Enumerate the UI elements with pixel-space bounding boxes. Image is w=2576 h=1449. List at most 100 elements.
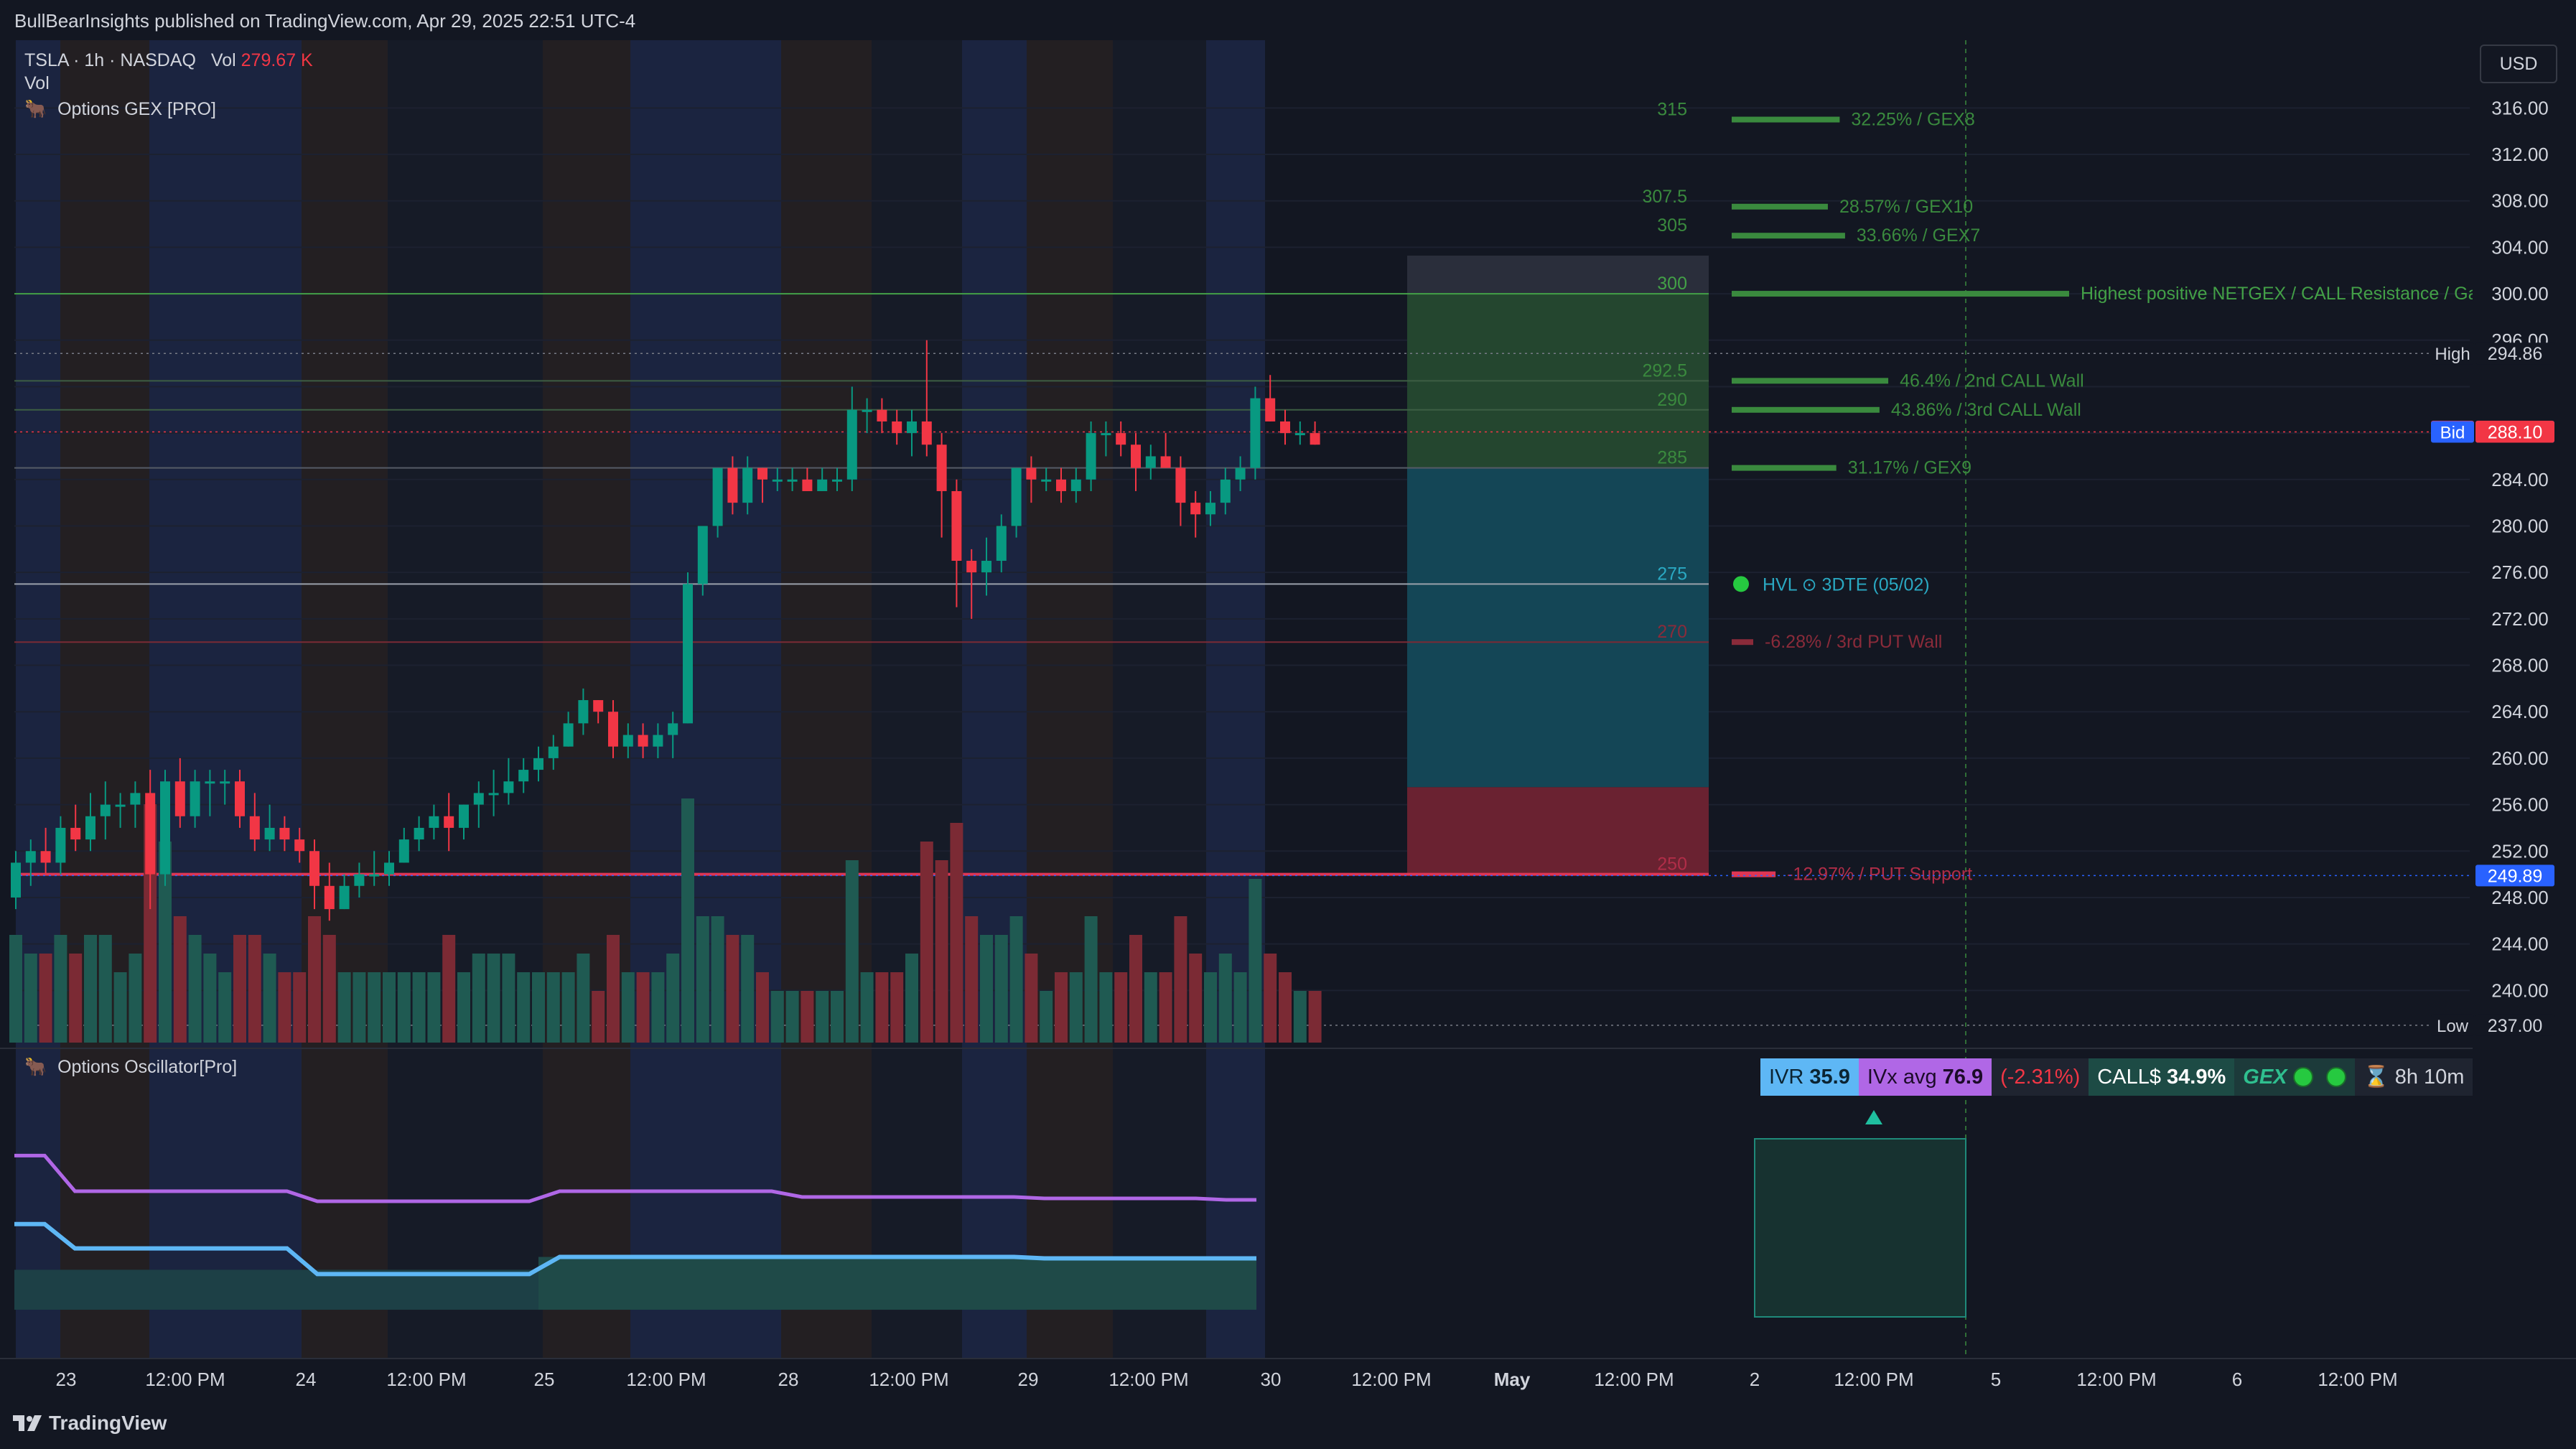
volume-bar [502, 954, 515, 1043]
candle-body [862, 409, 872, 412]
up-arrow-icon [1865, 1110, 1882, 1124]
price-tick-label: 244.00 [2491, 933, 2549, 955]
price-tag [2475, 865, 2554, 887]
tradingview-logo[interactable]: TradingView [13, 1412, 167, 1435]
candle-body [802, 479, 813, 491]
gex-strike-label: 300 [1657, 274, 1687, 294]
volume-bar [816, 991, 829, 1043]
candle-body [174, 781, 185, 816]
volume-bar [1069, 972, 1083, 1043]
time-tick-label: 12:00 PM [2076, 1369, 2156, 1390]
volume-bar [1009, 916, 1023, 1043]
volume-bar [472, 954, 485, 1043]
gex-bar [1732, 233, 1845, 239]
osc-area [538, 1257, 1256, 1310]
volume-bar [546, 972, 560, 1043]
ivr-value: 35.9 [1809, 1065, 1850, 1089]
volume-bar [532, 972, 545, 1043]
candle-body [832, 479, 842, 482]
vol-value: 279.67 K [241, 50, 313, 70]
volume-bar [980, 935, 993, 1043]
gex-level-label: 43.86% / 3rd CALL Wall [1891, 400, 2081, 420]
time-tick-label: 5 [1991, 1369, 2001, 1390]
session-band [1113, 40, 1206, 1359]
candle-body [473, 793, 484, 805]
session-band [630, 40, 721, 1359]
candle-body [921, 421, 932, 445]
gex-level-label: 46.4% / 2nd CALL Wall [1900, 371, 2084, 391]
price-tick-label: 248.00 [2491, 887, 2549, 908]
candle-body [1086, 433, 1096, 480]
candle-body [85, 816, 95, 840]
candle-body [384, 862, 394, 875]
time-tick-label: 12:00 PM [386, 1369, 466, 1390]
volume-bar [129, 954, 142, 1043]
candle-body [264, 827, 275, 840]
candle-body [608, 712, 618, 747]
volume-bar [994, 935, 1008, 1043]
price-tick-label: 268.00 [2491, 655, 2549, 676]
gex-indicator-legend[interactable]: 🐂 Options GEX [PRO] [24, 99, 216, 120]
candle-body [846, 409, 857, 480]
candle-body [398, 839, 409, 863]
time-tick-label: 12:00 PM [1351, 1369, 1431, 1390]
gex-strike-label: 305 [1657, 215, 1687, 236]
volume-bar [98, 935, 112, 1043]
session-band [16, 40, 60, 1359]
candle-body [951, 490, 962, 561]
price-tag-label-bg [2431, 421, 2474, 443]
oscillator-legend[interactable]: 🐂 Options Oscillator[Pro] [24, 1057, 237, 1078]
candle-body [503, 781, 514, 793]
session-band [1206, 40, 1265, 1359]
gex-strike-label: 270 [1657, 622, 1687, 642]
candle-body [145, 793, 156, 875]
vol-label: Vol [210, 50, 236, 70]
candle-body [877, 409, 887, 421]
candle-body [1041, 479, 1052, 482]
candle-body [459, 804, 469, 828]
ivx-label: IVx avg [1867, 1065, 1937, 1089]
vol-legend[interactable]: Vol [24, 73, 50, 94]
volume-bar [353, 972, 366, 1043]
session-band [149, 40, 243, 1359]
price-tick-label: 316.00 [2491, 97, 2549, 118]
price-tick-label: 264.00 [2491, 701, 2549, 722]
volume-bar [397, 972, 411, 1043]
time-tick-label: 29 [1018, 1369, 1039, 1390]
brand-name: TradingView [49, 1412, 167, 1434]
axes: 316.00312.00308.00304.00300.00296.00284.… [0, 40, 2576, 1390]
candle-body [1190, 503, 1201, 515]
volume-bar [1114, 972, 1128, 1043]
time-tick-label: 12:00 PM [626, 1369, 706, 1390]
gex-level-label: 32.25% / GEX8 [1851, 110, 1974, 130]
price-tag-label-bg [2431, 1014, 2474, 1036]
symbol-legend[interactable]: TSLA · 1h · NASDAQ Vol 279.67 K [24, 50, 313, 71]
volume-bar [831, 991, 844, 1043]
candle-body [1056, 479, 1066, 491]
volume-bar [368, 972, 381, 1043]
price-tag [2475, 421, 2554, 443]
volume-bar [935, 860, 948, 1043]
gex-cell: GEX [2234, 1058, 2355, 1096]
candle-body [563, 723, 574, 747]
candle-body [1235, 467, 1246, 480]
price-tag-label: Low [2437, 1017, 2469, 1036]
price-tick-label: 276.00 [2491, 562, 2549, 583]
currency-button[interactable]: USD [2480, 45, 2557, 83]
volume-bar [711, 916, 724, 1043]
candle-body [1101, 433, 1111, 436]
volume-bar [278, 972, 291, 1043]
candle-body [55, 827, 66, 863]
candle-body [1280, 421, 1290, 434]
volume-bar [218, 972, 232, 1043]
volume-bar [801, 991, 814, 1043]
candle-body [1116, 433, 1126, 445]
volume-bar [39, 954, 52, 1043]
candle-body [1145, 456, 1156, 468]
publish-text: BullBearInsights published on TradingVie… [14, 10, 636, 32]
candle-body [429, 816, 439, 828]
candle-body [115, 804, 126, 807]
volume-bar [1279, 972, 1292, 1043]
call-label: CALL$ [2097, 1065, 2161, 1089]
